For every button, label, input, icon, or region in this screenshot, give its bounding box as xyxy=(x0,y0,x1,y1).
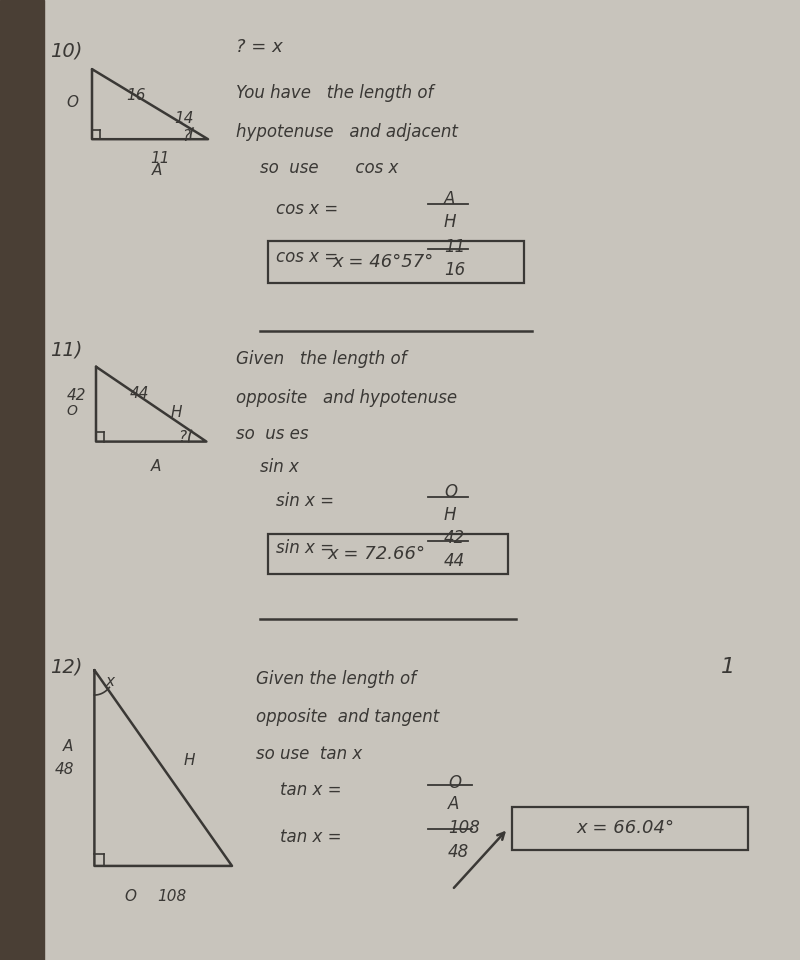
Text: H: H xyxy=(184,753,195,768)
Text: O: O xyxy=(124,889,136,904)
Text: ?: ? xyxy=(178,430,186,445)
Text: 44: 44 xyxy=(444,552,466,570)
Text: 44: 44 xyxy=(130,386,149,401)
Text: sin x =: sin x = xyxy=(276,492,334,511)
Text: A: A xyxy=(152,163,162,179)
Text: tan x =: tan x = xyxy=(280,828,342,847)
Text: A: A xyxy=(62,739,73,755)
Text: H: H xyxy=(170,405,182,420)
Text: ? = x: ? = x xyxy=(236,38,282,57)
Text: A: A xyxy=(150,459,161,474)
Text: hypotenuse   and adjacent: hypotenuse and adjacent xyxy=(236,123,458,141)
Text: sin x =: sin x = xyxy=(276,539,334,557)
Text: A: A xyxy=(448,795,459,813)
Text: so  us es: so us es xyxy=(236,425,309,444)
Text: H: H xyxy=(444,213,457,231)
Text: O: O xyxy=(444,483,457,501)
Text: 11): 11) xyxy=(50,341,82,360)
Text: 16: 16 xyxy=(444,261,466,279)
Bar xyxy=(268,534,508,574)
Text: 16: 16 xyxy=(126,88,146,104)
Text: Given   the length of: Given the length of xyxy=(236,350,406,369)
Text: x = 46°57°: x = 46°57° xyxy=(333,253,434,271)
Text: 48: 48 xyxy=(54,762,74,778)
Text: You have   the length of: You have the length of xyxy=(236,84,434,103)
Text: A: A xyxy=(444,190,455,208)
Text: O: O xyxy=(66,95,78,110)
Text: so  use       cos x: so use cos x xyxy=(260,159,398,178)
Text: 42: 42 xyxy=(66,388,86,403)
Text: so use  tan x: so use tan x xyxy=(256,745,362,763)
Text: 42: 42 xyxy=(444,529,466,547)
Text: 10): 10) xyxy=(50,41,82,60)
Text: x = 66.04°: x = 66.04° xyxy=(576,820,674,837)
Text: cos x =: cos x = xyxy=(276,200,338,218)
Bar xyxy=(0,0,44,960)
Bar xyxy=(268,241,524,283)
Text: 11: 11 xyxy=(150,151,170,166)
Text: 1: 1 xyxy=(721,658,735,677)
Text: opposite   and hypotenuse: opposite and hypotenuse xyxy=(236,389,457,407)
Text: 14: 14 xyxy=(174,110,194,126)
Text: 48: 48 xyxy=(448,843,470,861)
Text: 12): 12) xyxy=(50,658,82,677)
Text: Given the length of: Given the length of xyxy=(256,670,416,688)
Text: 108: 108 xyxy=(448,819,480,837)
Text: O: O xyxy=(448,774,461,792)
Text: 108: 108 xyxy=(157,889,186,904)
Text: tan x =: tan x = xyxy=(280,781,342,800)
Text: 11: 11 xyxy=(444,238,466,256)
Text: ?: ? xyxy=(182,129,190,144)
Text: cos x =: cos x = xyxy=(276,248,338,266)
Bar xyxy=(512,807,748,850)
Text: sin x: sin x xyxy=(260,458,299,476)
Text: opposite  and tangent: opposite and tangent xyxy=(256,708,439,727)
Text: O: O xyxy=(66,404,78,418)
Text: x: x xyxy=(106,674,114,689)
Text: H: H xyxy=(444,506,457,524)
Text: x = 72.66°: x = 72.66° xyxy=(327,545,425,563)
